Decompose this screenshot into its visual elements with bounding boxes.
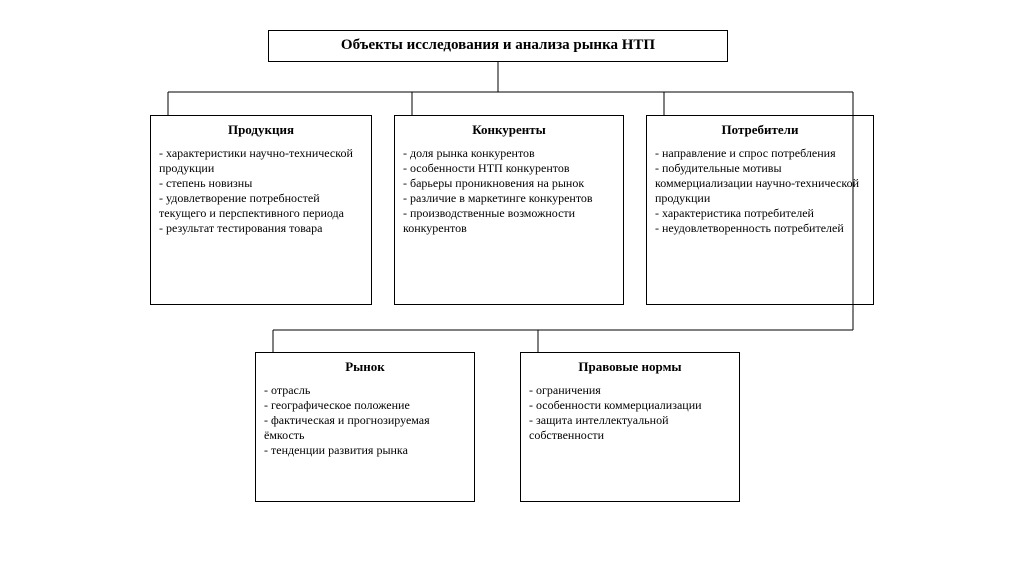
node-consumers: Потребители - направление и спрос потреб… (646, 115, 874, 305)
list-item: - различие в маркетинге конкурентов (403, 191, 615, 206)
list-item: - производственные возможности конкурент… (403, 206, 615, 236)
list-item: - характеристика потребителей (655, 206, 865, 221)
list-item: - тенденции развития рынка (264, 443, 466, 458)
node-competitors: Конкуренты - доля рынка конкурентов - ос… (394, 115, 624, 305)
list-item: - особенности НТП конкурентов (403, 161, 615, 176)
list-item: - характеристики научно-технической прод… (159, 146, 363, 176)
node-products: Продукция - характеристики научно-технич… (150, 115, 372, 305)
node-market-list: - отрасль - географическое положение - ф… (256, 379, 474, 466)
list-item: - доля рынка конкурентов (403, 146, 615, 161)
node-products-title: Продукция (151, 116, 371, 142)
list-item: - ограничения (529, 383, 731, 398)
list-item: - защита интеллектуальной собственности (529, 413, 731, 443)
list-item: - особенности коммерциализации (529, 398, 731, 413)
list-item: - направление и спрос потребления (655, 146, 865, 161)
node-legal-list: - ограничения - особенности коммерциализ… (521, 379, 739, 451)
list-item: - географическое положение (264, 398, 466, 413)
node-competitors-title: Конкуренты (395, 116, 623, 142)
node-competitors-list: - доля рынка конкурентов - особенности Н… (395, 142, 623, 244)
node-products-list: - характеристики научно-технической прод… (151, 142, 371, 244)
list-item: - результат тестирования товара (159, 221, 363, 236)
list-item: - барьеры проникновения на рынок (403, 176, 615, 191)
node-market-title: Рынок (256, 353, 474, 379)
list-item: - отрасль (264, 383, 466, 398)
node-legal: Правовые нормы - ограничения - особеннос… (520, 352, 740, 502)
list-item: - фактическая и прогнозируемая ёмкость (264, 413, 466, 443)
list-item: - удовлетворение потребностей текущего и… (159, 191, 363, 221)
root-title: Объекты исследования и анализа рынка НТП (269, 31, 727, 60)
list-item: - неудовлетворенность потребителей (655, 221, 865, 236)
list-item: - побудительные мотивы коммерциализации … (655, 161, 865, 206)
root-node: Объекты исследования и анализа рынка НТП (268, 30, 728, 62)
node-consumers-title: Потребители (647, 116, 873, 142)
node-consumers-list: - направление и спрос потребления - побу… (647, 142, 873, 244)
list-item: - степень новизны (159, 176, 363, 191)
node-legal-title: Правовые нормы (521, 353, 739, 379)
node-market: Рынок - отрасль - географическое положен… (255, 352, 475, 502)
